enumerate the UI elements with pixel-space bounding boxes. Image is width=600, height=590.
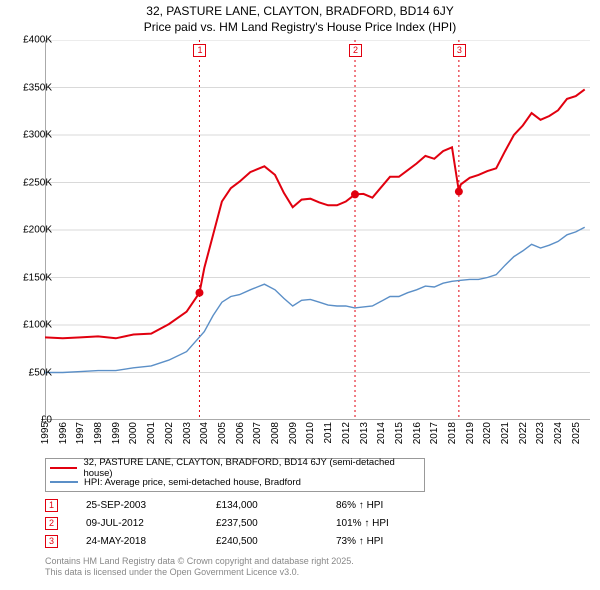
x-tick-label: 2007: [252, 422, 263, 444]
footnote: Contains HM Land Registry data © Crown c…: [45, 556, 354, 579]
chart-svg: [45, 40, 590, 420]
x-tick-label: 1999: [111, 422, 122, 444]
legend: 32, PASTURE LANE, CLAYTON, BRADFORD, BD1…: [45, 458, 425, 492]
sales-date: 25-SEP-2003: [86, 500, 216, 511]
x-tick-label: 2013: [359, 422, 370, 444]
x-tick-label: 2010: [305, 422, 316, 444]
x-tick-label: 2008: [270, 422, 281, 444]
sales-price: £134,000: [216, 500, 336, 511]
sales-table: 1 25-SEP-2003£134,00086% ↑ HPI 2 09-JUL-201…: [45, 496, 436, 550]
sale-marker-label: 3: [453, 44, 466, 57]
y-tick-label: £350K: [23, 82, 52, 93]
footnote-line-1: Contains HM Land Registry data © Crown c…: [45, 556, 354, 567]
chart-container: 32, PASTURE LANE, CLAYTON, BRADFORD, BD1…: [0, 0, 600, 590]
x-tick-label: 2014: [376, 422, 387, 444]
x-tick-label: 2006: [235, 422, 246, 444]
x-tick-label: 2019: [465, 422, 476, 444]
legend-label: HPI: Average price, semi-detached house,…: [84, 477, 301, 488]
x-tick-label: 2012: [341, 422, 352, 444]
x-tick-label: 1996: [58, 422, 69, 444]
x-tick-label: 2016: [412, 422, 423, 444]
sale-marker-label: 2: [349, 44, 362, 57]
sales-marker-num: 2: [45, 517, 58, 530]
y-tick-label: £400K: [23, 35, 52, 46]
sales-row: 2 09-JUL-2012£237,500101% ↑ HPI: [45, 514, 436, 532]
sales-pct: 86% ↑ HPI: [336, 500, 436, 511]
title-block: 32, PASTURE LANE, CLAYTON, BRADFORD, BD1…: [0, 0, 600, 35]
sales-pct: 73% ↑ HPI: [336, 536, 436, 547]
legend-row: 32, PASTURE LANE, CLAYTON, BRADFORD, BD1…: [50, 461, 420, 475]
sales-pct: 101% ↑ HPI: [336, 518, 436, 529]
x-tick-label: 2004: [199, 422, 210, 444]
footnote-line-2: This data is licensed under the Open Gov…: [45, 567, 354, 578]
x-tick-label: 2000: [128, 422, 139, 444]
x-tick-label: 2002: [164, 422, 175, 444]
sales-row: 3 24-MAY-2018£240,50073% ↑ HPI: [45, 532, 436, 550]
x-tick-label: 2020: [482, 422, 493, 444]
y-tick-label: £100K: [23, 320, 52, 331]
x-tick-label: 2025: [571, 422, 582, 444]
x-tick-label: 2018: [447, 422, 458, 444]
x-tick-label: 2023: [535, 422, 546, 444]
x-tick-label: 2024: [553, 422, 564, 444]
sales-price: £237,500: [216, 518, 336, 529]
y-tick-label: £200K: [23, 225, 52, 236]
legend-swatch: [50, 467, 77, 469]
x-tick-label: 2011: [323, 422, 334, 444]
x-tick-label: 2009: [288, 422, 299, 444]
x-tick-label: 2017: [429, 422, 440, 444]
x-tick-label: 2022: [518, 422, 529, 444]
sales-marker-num: 3: [45, 535, 58, 548]
sales-row: 1 25-SEP-2003£134,00086% ↑ HPI: [45, 496, 436, 514]
chart-area: [45, 40, 590, 420]
y-tick-label: £250K: [23, 177, 52, 188]
sales-date: 09-JUL-2012: [86, 518, 216, 529]
x-tick-label: 1997: [75, 422, 86, 444]
sale-marker-label: 1: [193, 44, 206, 57]
x-tick-label: 1995: [40, 422, 51, 444]
y-tick-label: £300K: [23, 130, 52, 141]
x-tick-label: 2001: [146, 422, 157, 444]
y-tick-label: £150K: [23, 272, 52, 283]
x-tick-label: 2021: [500, 422, 511, 444]
sales-price: £240,500: [216, 536, 336, 547]
title-line-1: 32, PASTURE LANE, CLAYTON, BRADFORD, BD1…: [0, 4, 600, 20]
legend-swatch: [50, 481, 78, 482]
x-tick-label: 2015: [394, 422, 405, 444]
title-line-2: Price paid vs. HM Land Registry's House …: [0, 20, 600, 36]
x-tick-label: 2003: [182, 422, 193, 444]
x-tick-label: 1998: [93, 422, 104, 444]
x-tick-label: 2005: [217, 422, 228, 444]
y-tick-label: £50K: [29, 367, 52, 378]
sales-marker-num: 1: [45, 499, 58, 512]
sales-date: 24-MAY-2018: [86, 536, 216, 547]
